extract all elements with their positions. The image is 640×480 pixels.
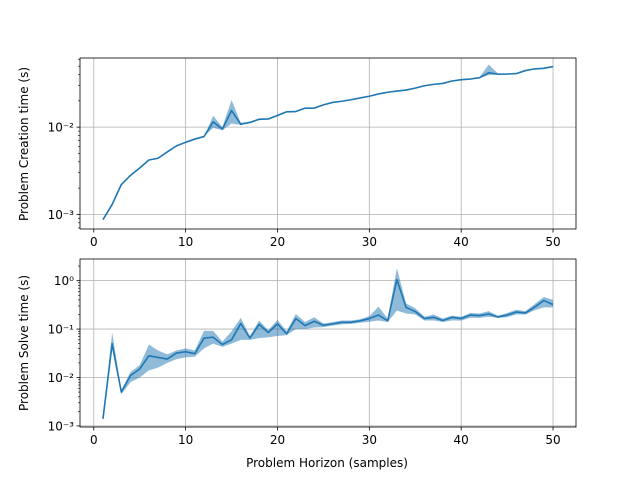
series-line (102, 65, 554, 221)
y-tick-label: 10⁻² (48, 121, 75, 135)
x-tick-label: 30 (362, 433, 377, 447)
y-axis-label: Problem Solve time (s) (17, 275, 31, 411)
y-axis-label: Problem Creation time (s) (17, 67, 31, 221)
solve-time-panel: 0 10 20 30 40 50 10⁻³ 10⁻² 10⁻¹ 10⁰ Problem Solv… (17, 258, 577, 470)
grid-lines (80, 259, 576, 427)
x-tick-label: 20 (270, 235, 285, 249)
y-tick-label: 10⁰ (54, 274, 74, 288)
x-tick-label: 20 (270, 433, 285, 447)
plot-frame (79, 57, 577, 230)
y-tick-label: 10⁻¹ (48, 323, 75, 337)
x-tick-label: 0 (90, 433, 98, 447)
x-axis-label: Problem Horizon (samples) (246, 456, 408, 470)
x-tick-label: 40 (454, 235, 469, 249)
x-tick-label: 40 (454, 433, 469, 447)
series-line (102, 278, 554, 419)
axes-frame (79, 57, 577, 230)
x-axis-ticks: 0 10 20 30 40 50 (90, 229, 561, 249)
y-tick-label: 10⁻³ (48, 419, 75, 433)
grid-lines (80, 58, 576, 229)
x-axis-ticks: 0 10 20 30 40 50 (90, 427, 561, 447)
y-axis-ticks: 10⁻³ 10⁻² 10⁻¹ 10⁰ (48, 265, 80, 433)
y-tick-label: 10⁻² (48, 371, 75, 385)
x-tick-label: 50 (545, 235, 560, 249)
plot-frame (79, 258, 577, 428)
axes-frame (79, 258, 577, 428)
x-tick-label: 0 (90, 235, 98, 249)
x-tick-label: 50 (545, 433, 560, 447)
y-axis-ticks: 10⁻³ 10⁻² (48, 58, 80, 229)
x-tick-label: 10 (178, 433, 193, 447)
x-tick-label: 30 (362, 235, 377, 249)
y-tick-label: 10⁻³ (48, 208, 75, 222)
solve-time-line (102, 278, 554, 419)
x-tick-label: 10 (178, 235, 193, 249)
creation-time-panel: 0 10 20 30 40 50 10⁻³ 10⁻² Problem Creation ti… (17, 57, 577, 249)
creation-time-line (102, 65, 554, 221)
